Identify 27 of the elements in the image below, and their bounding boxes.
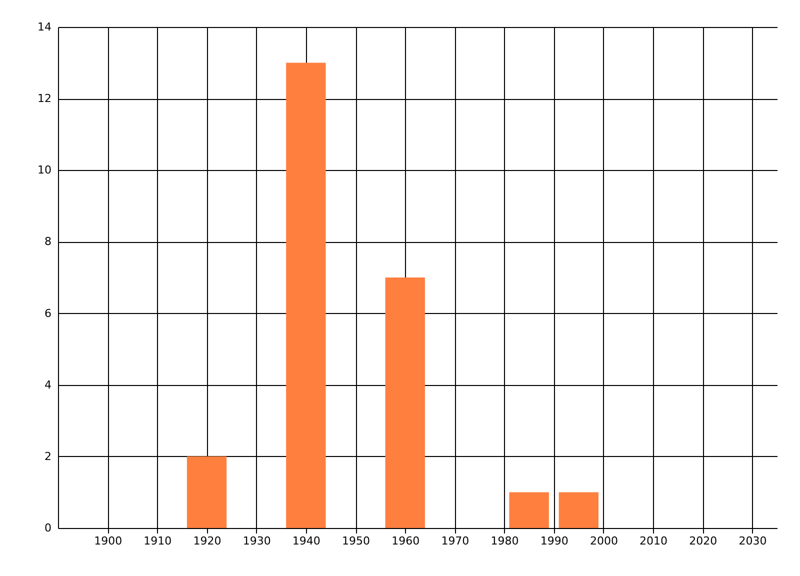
bar [509,492,549,528]
bar [186,456,227,528]
y-tick-label: 14 [38,20,52,34]
x-tick-label: 1940 [292,534,320,548]
x-tick-label: 1900 [94,534,122,548]
bar [385,278,425,528]
x-tick-label: 2010 [640,534,668,548]
x-tick-label: 1990 [540,534,568,548]
bar [286,62,326,528]
y-tick-label: 2 [44,450,52,463]
bar [558,492,598,528]
x-tick-label: 2030 [738,534,767,548]
x-tick-label: 1960 [392,534,420,548]
y-tick-label: 6 [44,306,52,320]
y-tick-label: 8 [44,235,52,248]
x-tick-label: 1950 [342,534,370,548]
x-tick-label: 1980 [490,534,519,548]
x-tick-label: 2020 [689,534,718,548]
x-tick-label: 1910 [144,534,172,548]
y-tick-label: 0 [44,522,52,534]
x-tick-label: 1930 [242,534,271,548]
x-tick-label: 1920 [193,534,222,548]
y-tick-label: 10 [38,164,52,177]
y-tick-label: 4 [44,378,52,392]
y-tick-label: 12 [38,92,52,106]
x-tick-label: 1970 [441,534,470,548]
x-tick-label: 2000 [590,534,618,548]
